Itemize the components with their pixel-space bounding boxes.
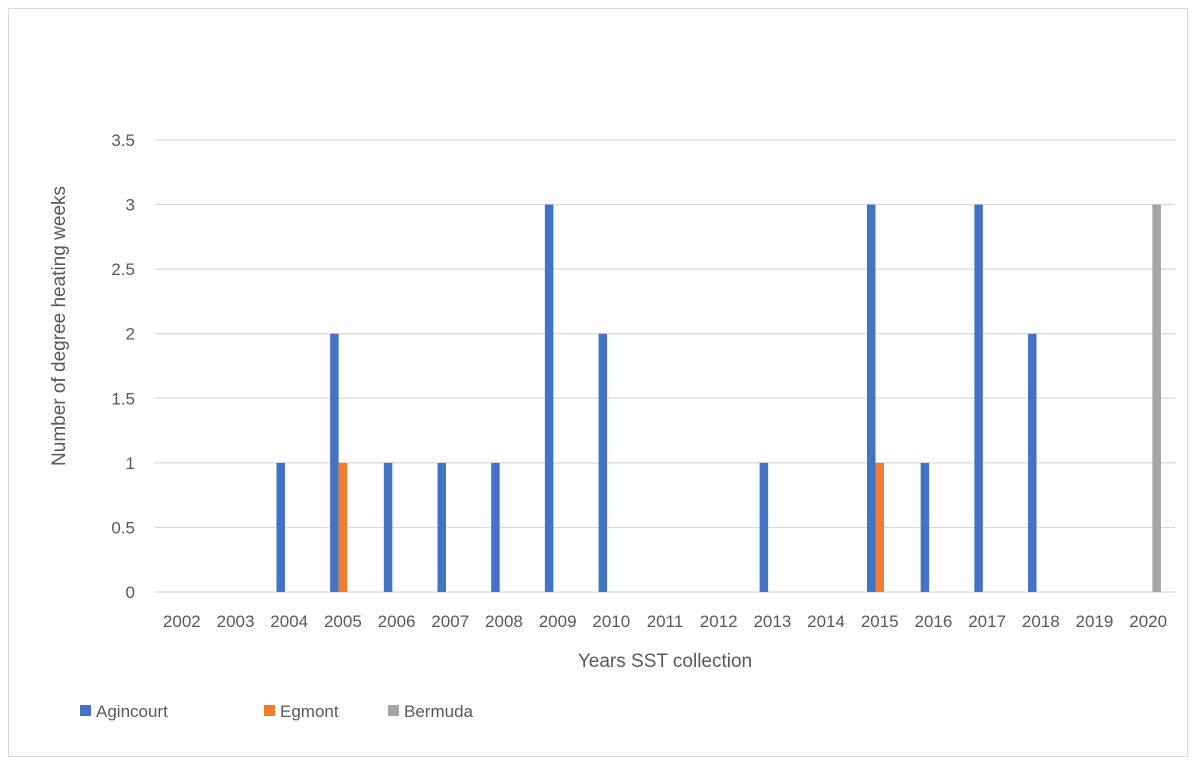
- bar-bermuda-2020: [1152, 204, 1161, 593]
- y-tick-label: 3: [126, 196, 135, 215]
- bar-agincourt-2013: [759, 462, 769, 592]
- y-tick-label: 2: [126, 325, 135, 344]
- bar-egmont-2015: [875, 462, 884, 592]
- bar-agincourt-2015: [866, 204, 876, 593]
- bar-agincourt-2005: [330, 333, 339, 592]
- bar-agincourt-2018: [1028, 333, 1037, 592]
- x-tick-label: 2008: [485, 612, 523, 631]
- x-tick-label: 2009: [539, 612, 577, 631]
- bars: [276, 204, 1161, 593]
- x-tick-label: 2006: [378, 612, 416, 631]
- bar-agincourt-2010: [598, 333, 608, 592]
- x-tick-label: 2016: [915, 612, 953, 631]
- x-tick-label: 2002: [163, 612, 201, 631]
- gridlines: [155, 139, 1175, 593]
- y-tick-label: 0.5: [111, 518, 135, 537]
- legend-label-agincourt: Agincourt: [96, 702, 168, 721]
- y-tick-label: 2.5: [111, 260, 135, 279]
- y-tick-label: 0: [126, 583, 135, 602]
- legend-swatch-egmont: [264, 705, 275, 716]
- legend-label-bermuda: Bermuda: [404, 702, 474, 721]
- x-tick-label: 2020: [1129, 612, 1167, 631]
- bar-agincourt-2009: [544, 204, 554, 593]
- bar-agincourt-2008: [491, 462, 500, 592]
- x-axis-title: Years SST collection: [578, 651, 752, 672]
- x-tick-label: 2007: [431, 612, 469, 631]
- bar-agincourt-2016: [920, 462, 930, 592]
- x-tick-label: 2019: [1076, 612, 1114, 631]
- x-tick-label: 2012: [700, 612, 738, 631]
- x-tick-label: 2018: [1022, 612, 1060, 631]
- y-tick-labels: 0 0.5 1 1.5 2 2.5 3 3.5: [111, 131, 135, 602]
- x-tick-labels: 2002 2003 2004 2005 2006 2007 2008 2009 2010 2011…: [163, 612, 1167, 631]
- bar-agincourt-2007: [437, 462, 447, 592]
- x-tick-label: 2015: [861, 612, 899, 631]
- x-tick-label: 2014: [807, 612, 845, 631]
- bar-agincourt-2004: [276, 462, 285, 592]
- legend-swatch-agincourt: [80, 705, 91, 716]
- x-tick-label: 2017: [968, 612, 1006, 631]
- y-tick-label: 1.5: [111, 389, 135, 408]
- legend-swatch-bermuda: [388, 705, 399, 716]
- chart-frame: [8, 8, 1188, 757]
- x-tick-label: 2003: [217, 612, 255, 631]
- bar-egmont-2005: [338, 462, 348, 592]
- x-tick-label: 2010: [592, 612, 630, 631]
- y-axis-title: Number of degree heating weeks: [49, 186, 70, 466]
- x-tick-label: 2005: [324, 612, 362, 631]
- x-tick-label: 2011: [647, 612, 684, 631]
- bar-agincourt-2006: [383, 462, 393, 592]
- y-tick-label: 3.5: [111, 131, 135, 150]
- y-tick-label: 1: [126, 454, 135, 473]
- x-tick-label: 2004: [270, 612, 308, 631]
- bar-agincourt-2017: [974, 204, 983, 593]
- legend: Agincourt Egmont Bermuda: [80, 702, 474, 721]
- legend-label-egmont: Egmont: [280, 702, 339, 721]
- x-tick-label: 2013: [753, 612, 791, 631]
